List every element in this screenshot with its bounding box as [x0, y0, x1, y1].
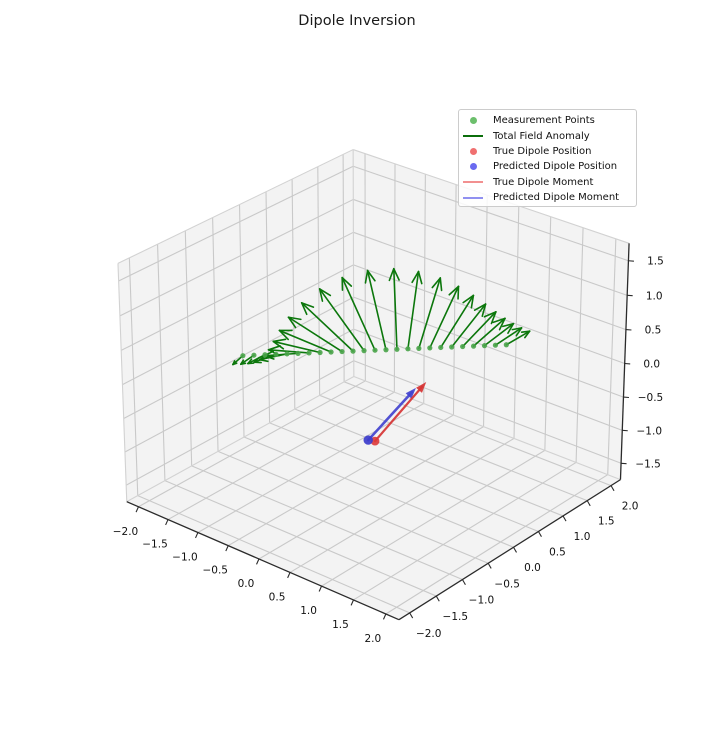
- measurement-point: [328, 349, 334, 355]
- measurement-point: [251, 352, 257, 358]
- legend-item: Predicted Dipole Position: [459, 159, 636, 174]
- measurement-point: [372, 347, 378, 353]
- y-tick-label: 1.0: [574, 531, 591, 543]
- z-tick-label: 0.0: [643, 359, 660, 371]
- x-tick-label: 1.0: [300, 605, 317, 617]
- legend-item-label: True Dipole Moment: [493, 176, 594, 188]
- tick-labels: −2.0−1.5−1.0−0.50.00.51.01.52.0 −2.0−1.5−…: [113, 256, 664, 645]
- x-tick-label: −1.0: [172, 552, 198, 564]
- z-tick-label: −1.5: [635, 458, 661, 470]
- measurement-points: [240, 342, 509, 359]
- field-anomaly-arrows: [232, 267, 531, 366]
- legend-item-label: Measurement Points: [493, 115, 595, 127]
- legend: Measurement Points Total Field Anomaly Tru…: [458, 109, 637, 207]
- legend-dot-marker-icon: [463, 147, 483, 155]
- measurement-point: [449, 344, 455, 350]
- legend-line-marker-icon: [463, 181, 483, 184]
- legend-item-label: True Dipole Position: [493, 145, 592, 157]
- x-tick-label: 0.0: [238, 578, 255, 590]
- true-moment-arrow: [373, 381, 427, 443]
- measurement-point: [339, 348, 345, 355]
- measurement-point: [361, 348, 367, 354]
- measurement-point: [350, 348, 356, 354]
- measurement-point: [460, 343, 466, 350]
- predicted-dipole-position-dot: [363, 435, 373, 445]
- measurement-point: [503, 342, 509, 348]
- legend-item-label: Predicted Dipole Moment: [493, 192, 620, 204]
- measurement-point: [295, 350, 301, 356]
- measurement-point: [438, 344, 444, 351]
- legend-item-label: Total Field Anomaly: [493, 130, 590, 142]
- z-tick-label: 1.5: [647, 256, 664, 268]
- y-tick-label: 0.5: [549, 546, 566, 558]
- legend-item: Measurement Points: [459, 113, 636, 128]
- measurement-point: [273, 351, 279, 357]
- grid-lines: [118, 153, 629, 615]
- legend-dot-marker-icon: [463, 117, 483, 125]
- x-tick-label: −2.0: [113, 526, 139, 538]
- legend-item: True Dipole Moment: [459, 175, 636, 190]
- legend-line-marker-icon: [463, 134, 483, 138]
- y-tick-label: 0.0: [524, 562, 541, 574]
- y-tick-label: 1.5: [598, 516, 615, 528]
- legend-dot-marker-icon: [463, 163, 483, 171]
- predicted-moment-arrow: [366, 387, 416, 442]
- x-tick-label: 1.5: [332, 619, 349, 631]
- measurement-point: [481, 343, 488, 349]
- z-tick-label: 0.5: [645, 325, 662, 337]
- legend-line-marker-icon: [463, 196, 483, 199]
- true-dipole-position-dot: [370, 436, 380, 446]
- y-tick-label: −0.5: [494, 578, 520, 590]
- y-tick-label: −1.0: [469, 595, 495, 607]
- axes-panes: [117, 149, 630, 620]
- measurement-point: [262, 352, 268, 358]
- legend-item: Predicted Dipole Moment: [459, 190, 636, 205]
- legend-item: Total Field Anomaly: [459, 128, 636, 143]
- tick-marks: [135, 260, 634, 620]
- measurement-point: [383, 347, 389, 353]
- measurement-point: [416, 345, 422, 351]
- x-tick-label: 0.5: [269, 591, 286, 603]
- z-tick-label: −1.0: [637, 425, 663, 437]
- x-tick-label: −1.5: [142, 539, 168, 551]
- measurement-point: [394, 346, 400, 352]
- measurement-point: [240, 353, 246, 359]
- z-tick-label: −0.5: [638, 392, 664, 404]
- y-tick-label: −2.0: [416, 628, 442, 640]
- dipole-markers: [363, 381, 427, 446]
- measurement-point: [492, 342, 499, 348]
- y-tick-label: −1.5: [443, 611, 469, 623]
- measurement-point: [405, 346, 411, 352]
- legend-item: True Dipole Position: [459, 144, 636, 159]
- x-tick-label: 2.0: [365, 633, 382, 645]
- measurement-point: [306, 350, 312, 356]
- measurement-point: [317, 349, 323, 356]
- measurement-point: [284, 351, 290, 357]
- measurement-point: [427, 345, 433, 351]
- z-tick-label: 1.0: [646, 290, 663, 302]
- x-tick-label: −0.5: [202, 565, 228, 577]
- measurement-point: [470, 343, 477, 349]
- y-tick-label: 2.0: [622, 501, 639, 513]
- chart-title: Dipole Inversion: [298, 13, 416, 29]
- legend-item-label: Predicted Dipole Position: [493, 161, 618, 173]
